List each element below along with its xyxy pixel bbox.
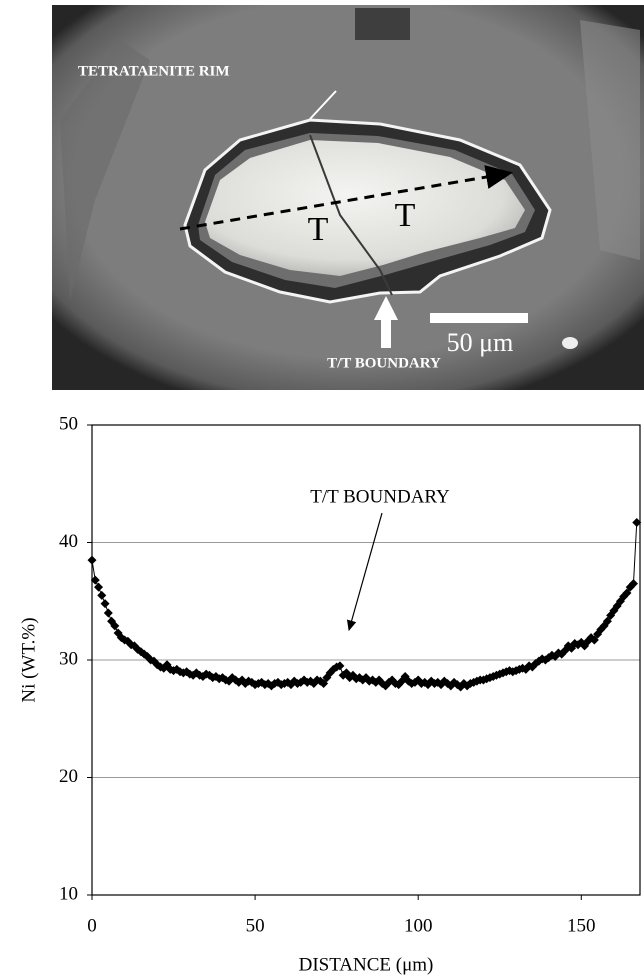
y-tick-label: 50 bbox=[59, 413, 78, 434]
y-tick-label: 10 bbox=[59, 883, 78, 904]
y-tick-label: 20 bbox=[59, 766, 78, 787]
page: TETRATAENITE RIM T T 50 μm T/T BOUNDARY … bbox=[0, 0, 644, 977]
data-point bbox=[101, 599, 110, 608]
x-tick-label: 50 bbox=[246, 915, 265, 936]
micrograph: TETRATAENITE RIM T T 50 μm T/T BOUNDARY bbox=[52, 5, 644, 390]
grain-label: T bbox=[395, 197, 416, 234]
x-tick-label: 100 bbox=[404, 915, 433, 936]
scale-bar bbox=[430, 313, 528, 323]
annotation: T/T BOUNDARY bbox=[310, 486, 450, 507]
scale-label: 50 μm bbox=[447, 328, 514, 357]
data-point bbox=[88, 556, 97, 565]
data-line bbox=[92, 523, 637, 688]
figure: TETRATAENITE RIM T T 50 μm T/T BOUNDARY … bbox=[0, 0, 644, 977]
grain-label: T bbox=[308, 211, 329, 248]
rim-label: TETRATAENITE RIM bbox=[78, 63, 230, 79]
y-tick-label: 40 bbox=[59, 531, 78, 552]
x-tick-label: 150 bbox=[567, 915, 596, 936]
x-axis-label: DISTANCE (μm) bbox=[299, 954, 434, 975]
boundary-label: T/T BOUNDARY bbox=[327, 355, 441, 371]
y-axis-label: Ni (WT.%) bbox=[18, 617, 39, 702]
x-tick-label: 0 bbox=[87, 915, 97, 936]
data-point bbox=[97, 591, 106, 600]
y-tick-label: 30 bbox=[59, 648, 78, 669]
texture bbox=[355, 8, 410, 40]
chart: 10 20 30 40 50 0 50 100 150 DISTANCE (μm) Ni (WT.%… bbox=[18, 413, 641, 975]
data-point bbox=[104, 609, 113, 618]
annotation-arrow bbox=[349, 513, 382, 630]
inclusion bbox=[562, 337, 578, 349]
